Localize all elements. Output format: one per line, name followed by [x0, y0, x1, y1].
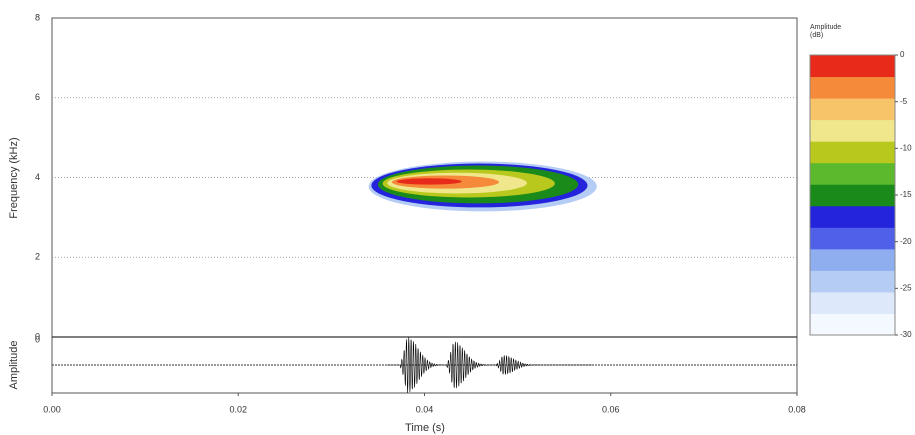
colorbar-tick-label: -20 [900, 237, 912, 246]
osc-axis-title: Amplitude [8, 341, 20, 390]
x-tick-label: 0.02 [229, 404, 247, 414]
colorbar-band [810, 119, 895, 142]
colorbar-tick-label: -30 [900, 330, 912, 339]
x-axis-title: Time (s) [405, 422, 445, 434]
colorbar-band [810, 98, 895, 121]
y-tick-label: 8 [35, 12, 40, 22]
colorbar-tick-label: -10 [900, 143, 912, 152]
osc-tick-label: 0 [35, 334, 40, 344]
colorbar-tick-label: -25 [900, 283, 912, 292]
y-tick-label: 4 [35, 172, 40, 182]
colorbar-band [810, 270, 895, 293]
x-tick-label: 0.06 [602, 404, 620, 414]
y-tick-label: 2 [35, 252, 40, 262]
y-axis-title: Frequency (kHz) [8, 137, 20, 218]
colorbar-band [810, 141, 895, 164]
colorbar-band [810, 291, 895, 314]
x-tick-label: 0.04 [416, 404, 434, 414]
y-tick-label: 6 [35, 92, 40, 102]
colorbar-tick-label: -15 [900, 190, 912, 199]
colorbar-band [810, 248, 895, 271]
colorbar-tick-label: -5 [900, 97, 908, 106]
colorbar-band [810, 184, 895, 207]
colorbar-band [810, 76, 895, 99]
colorbar-band [810, 205, 895, 228]
colorbar-band [810, 313, 895, 336]
waveform [387, 337, 593, 393]
colorbar-tick-label: 0 [900, 50, 905, 59]
colorbar-band [810, 162, 895, 185]
y-tick-label: 0 [35, 331, 40, 341]
colorbar-band [810, 55, 895, 78]
x-tick-label: 0.08 [788, 404, 806, 414]
contour [396, 178, 462, 185]
colorbar-title: Amplitude (dB) [810, 24, 841, 39]
colorbar-band [810, 227, 895, 250]
x-tick-label: 0.00 [43, 404, 61, 414]
